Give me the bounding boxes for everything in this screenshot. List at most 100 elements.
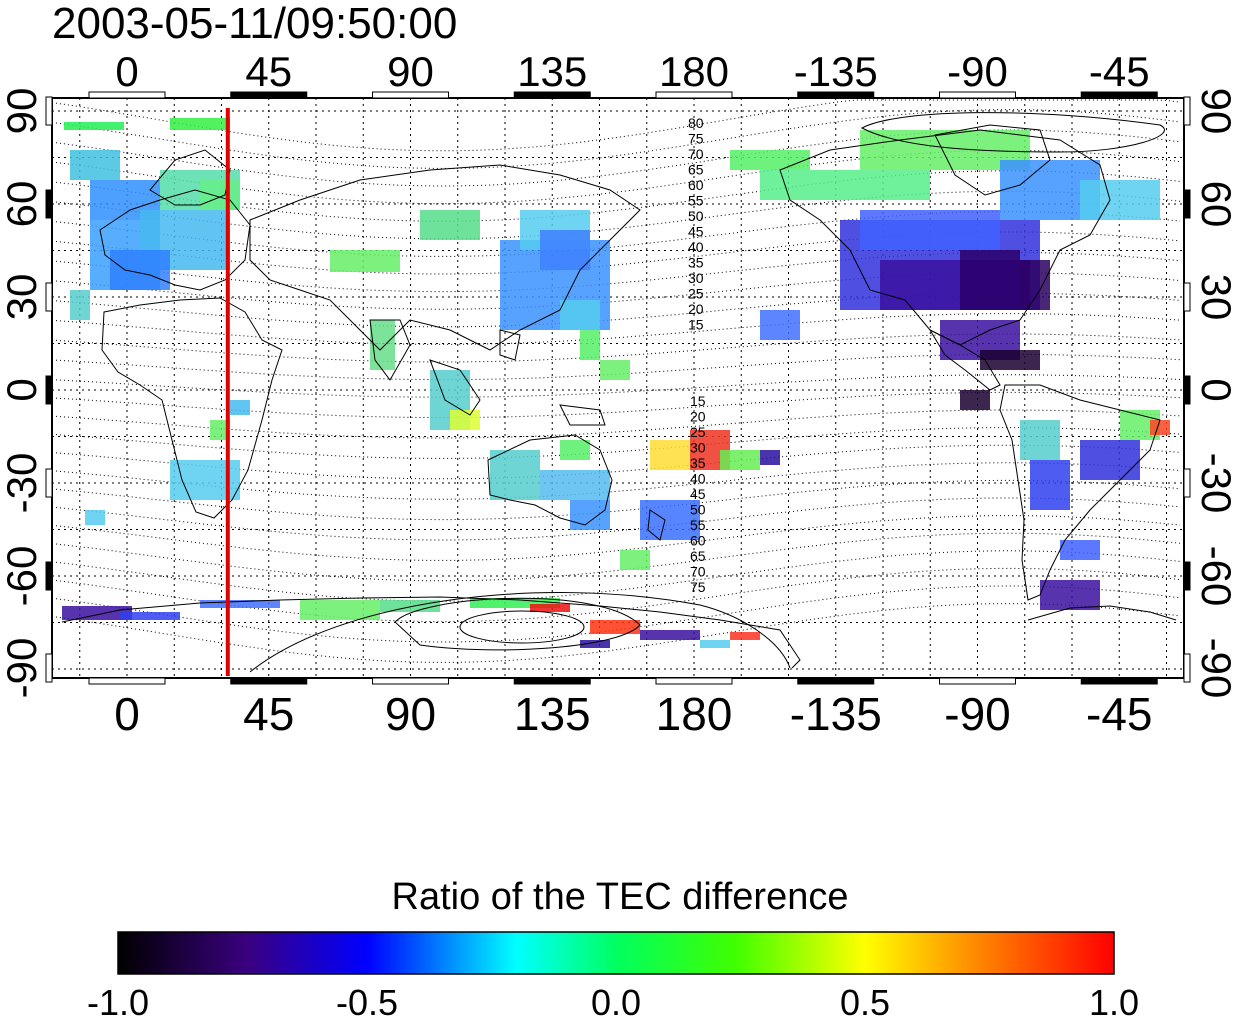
lon-label-top: -90: [947, 48, 1008, 95]
coastlines: [61, 112, 1177, 673]
lat-label-left: 90: [0, 88, 45, 135]
tec-patch: [200, 600, 280, 608]
lon-label-bottom: 135: [514, 688, 591, 740]
lon-label-top: -45: [1089, 48, 1150, 95]
tec-patch: [300, 600, 380, 620]
contour-label-north: 15: [688, 317, 704, 333]
tec-patch: [1020, 420, 1060, 460]
tec-patch: [380, 600, 440, 612]
lon-tick-bar-top: [797, 91, 875, 99]
contour-label-south: 30: [690, 440, 706, 456]
tec-patch: [230, 400, 250, 415]
tec-patch: [470, 598, 560, 608]
tec-patch: [640, 630, 700, 640]
tec-patch: [420, 210, 480, 240]
tec-patch: [730, 150, 810, 170]
tec-patch: [580, 330, 600, 360]
contour-label-north: 30: [688, 270, 704, 286]
lon-label-bottom: 90: [385, 688, 436, 740]
tec-patch: [540, 230, 590, 270]
tec-patch: [540, 470, 610, 500]
contour-label-south: 60: [690, 533, 706, 549]
lon-tick-bar-bottom: [797, 677, 875, 685]
contour-label-north: 60: [688, 177, 704, 193]
tec-patch: [1150, 420, 1170, 435]
contour-label-south: 35: [690, 455, 706, 471]
tec-patch: [1020, 260, 1050, 310]
contour-labels: 8075706560555045403530252015152025303540…: [688, 115, 706, 595]
lon-tick-bar-bottom: [939, 677, 1016, 685]
lon-label-bottom: 180: [656, 688, 733, 740]
colorbar-title: Ratio of the TEC difference: [391, 876, 849, 918]
tec-patch: [70, 150, 120, 180]
tec-patch: [64, 122, 124, 130]
tec-patch: [85, 510, 105, 525]
contour-label-north: 35: [688, 255, 704, 271]
map-frame: [51, 97, 1185, 679]
lat-tick-bar-right: [1183, 561, 1191, 591]
lat-tick-bar-left: [45, 189, 53, 219]
lat-label-right: 0: [1193, 378, 1240, 401]
tec-patch: [1040, 580, 1100, 610]
tec-patch: [210, 420, 230, 440]
lat-tick-bar-left: [45, 96, 53, 126]
tec-patch: [62, 606, 132, 620]
lat-label-right: -60: [1193, 546, 1240, 607]
contour-label-south: 70: [690, 564, 706, 580]
lat-tick-bar-left: [45, 282, 53, 312]
lat-tick-bar-right: [1183, 189, 1191, 219]
lat-label-left: -60: [0, 546, 45, 607]
contour-label-south: 75: [690, 579, 706, 595]
contour-label-south: 25: [690, 424, 706, 440]
lat-label-right: -30: [1193, 453, 1240, 514]
tec-patch: [580, 640, 610, 648]
lat-tick-bar-left: [45, 653, 53, 683]
tec-patch: [560, 300, 600, 330]
lon-tick-bar-top: [230, 91, 308, 99]
tec-patch: [70, 290, 90, 320]
colorbar-tick-label: -0.5: [335, 982, 399, 1023]
tec-patch: [700, 640, 730, 648]
contour-label-south: 40: [690, 471, 706, 487]
contour-label-south: 15: [690, 393, 706, 409]
lat-label-left: 30: [0, 274, 45, 321]
tec-patch: [960, 390, 990, 410]
contour-label-north: 20: [688, 301, 704, 317]
lat-label-left: -30: [0, 453, 45, 514]
tec-patch: [120, 612, 180, 620]
tec-patch: [490, 450, 540, 500]
colorbar-tick-label: 0.5: [839, 982, 891, 1023]
lon-label-top: 135: [517, 48, 587, 95]
tec-patch: [370, 320, 395, 370]
lon-tick-bar-bottom: [1080, 677, 1158, 685]
lon-label-top: -135: [794, 48, 878, 95]
lat-label-right: 90: [1193, 88, 1240, 135]
lat-label-right: 30: [1193, 274, 1240, 321]
tec-patch: [1080, 440, 1140, 480]
contour-label-south: 50: [690, 502, 706, 518]
colorbar-gradient: [117, 931, 1115, 975]
contour-label-south: 45: [690, 486, 706, 502]
tec-patch: [1030, 460, 1070, 510]
tec-patch: [590, 620, 640, 634]
lat-tick-bar-right: [1183, 282, 1191, 312]
lon-tick-bar-top: [513, 91, 591, 99]
tec-patch: [330, 250, 400, 272]
contour-label-south: 20: [690, 409, 706, 425]
tec-patch: [170, 118, 230, 130]
lon-label-top: 180: [659, 48, 729, 95]
tec-patch: [960, 250, 1020, 310]
colorbar-tick-label: 0.0: [590, 982, 642, 1023]
tec-patch: [1060, 540, 1100, 560]
tec-patch: [620, 550, 650, 570]
contour-label-north: 45: [688, 224, 704, 240]
tec-patch: [720, 450, 760, 470]
lat-tick-bar-left: [45, 375, 53, 405]
lon-label-bottom: -135: [790, 688, 882, 740]
lon-tick-bar-bottom: [655, 677, 733, 685]
lon-tick-bar-top: [88, 91, 166, 99]
contour-label-north: 65: [688, 162, 704, 178]
axes: 0045459090135135180180-135-135-90-90-45-…: [0, 48, 1240, 740]
lat-tick-bar-right: [1183, 375, 1191, 405]
tec-patch: [530, 604, 570, 612]
